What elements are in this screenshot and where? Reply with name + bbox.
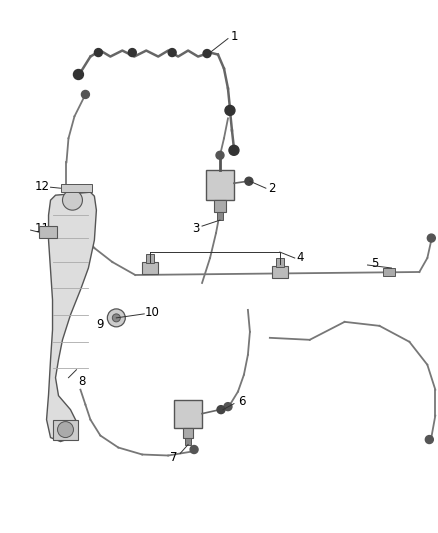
Text: 11: 11 (35, 222, 50, 235)
Text: 6: 6 (238, 395, 246, 408)
Bar (53, 419, 78, 440)
Bar (174, 400, 202, 427)
Circle shape (427, 234, 435, 242)
Circle shape (112, 314, 120, 322)
Bar (384, 268, 396, 276)
Circle shape (203, 50, 211, 58)
Circle shape (217, 406, 225, 414)
Circle shape (57, 422, 74, 438)
Bar (206, 170, 234, 200)
Circle shape (107, 309, 125, 327)
Text: 2: 2 (268, 182, 276, 195)
Text: 1: 1 (230, 30, 238, 43)
Text: 10: 10 (145, 306, 159, 319)
Circle shape (128, 49, 136, 56)
Circle shape (74, 69, 83, 79)
Circle shape (229, 146, 239, 155)
Polygon shape (46, 192, 96, 441)
Bar (272, 266, 288, 278)
Bar (214, 200, 226, 212)
Bar (276, 258, 284, 267)
Text: 9: 9 (97, 318, 104, 332)
Bar (217, 212, 223, 220)
Text: 7: 7 (170, 451, 178, 464)
Circle shape (63, 190, 82, 210)
Circle shape (190, 446, 198, 454)
Circle shape (425, 435, 433, 443)
Bar (39, 226, 57, 238)
Bar (60, 184, 92, 192)
Circle shape (81, 91, 89, 99)
Text: 8: 8 (79, 375, 86, 388)
Circle shape (168, 49, 176, 56)
Text: 12: 12 (35, 180, 50, 193)
Circle shape (224, 402, 232, 410)
Text: 4: 4 (296, 251, 304, 263)
Circle shape (95, 49, 102, 56)
Circle shape (216, 151, 224, 159)
Circle shape (225, 106, 235, 116)
Bar (185, 438, 191, 445)
Circle shape (245, 177, 253, 185)
Text: 3: 3 (192, 222, 200, 235)
Text: 5: 5 (371, 256, 378, 270)
Bar (146, 254, 154, 263)
Bar (142, 262, 158, 274)
Bar (183, 427, 193, 438)
